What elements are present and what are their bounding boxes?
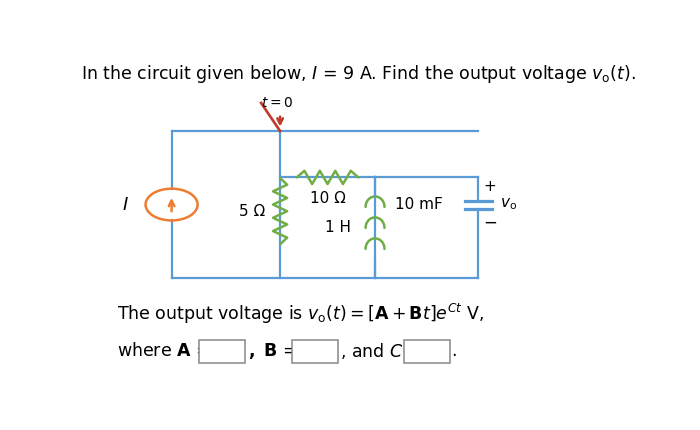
Text: $v_{\rm o}$: $v_{\rm o}$ [500,197,517,212]
Text: $t=0$: $t=0$ [261,96,293,110]
FancyBboxPatch shape [199,340,245,363]
Text: where $\mathbf{A}$ =: where $\mathbf{A}$ = [118,342,210,360]
Text: +: + [484,179,496,194]
Text: 5 Ω: 5 Ω [239,204,265,219]
Text: −: − [483,214,497,232]
Text: 10 mF: 10 mF [395,197,443,212]
Text: 10 Ω: 10 Ω [309,191,346,206]
Text: The output voltage is $v_{\rm o}(t) = [\mathbf{A} + \mathbf{B}t]e^{Ct}$ V,: The output voltage is $v_{\rm o}(t) = [\… [118,301,484,326]
Text: , and $C$ =: , and $C$ = [340,341,421,361]
Text: .: . [451,342,456,360]
Text: $\mathbf{,\ B}$ =: $\mathbf{,\ B}$ = [248,341,297,361]
Text: 1 H: 1 H [325,221,351,235]
Text: In the circuit given below, $I$ = 9 A. Find the output voltage $v_{\rm o}(t)$.: In the circuit given below, $I$ = 9 A. F… [81,63,636,85]
Text: $I$: $I$ [122,196,130,214]
FancyBboxPatch shape [292,340,338,363]
FancyBboxPatch shape [404,340,450,363]
